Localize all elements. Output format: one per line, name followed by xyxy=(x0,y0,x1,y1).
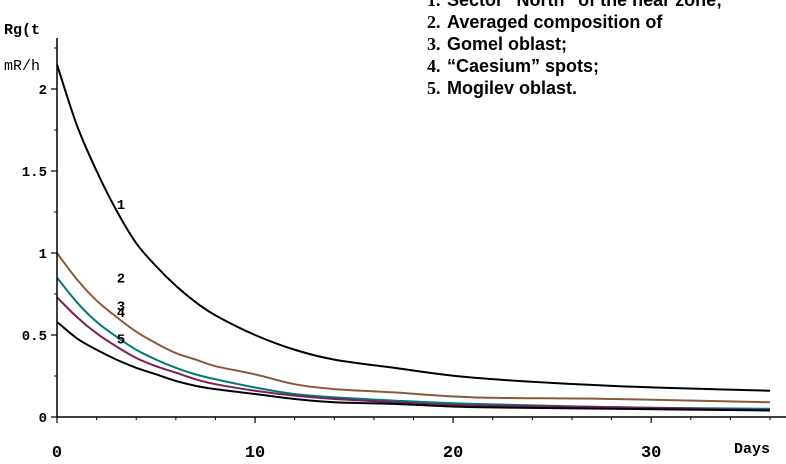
series-line-1 xyxy=(56,64,771,392)
plot-area: 1 2 34 5 xyxy=(56,64,771,412)
x-tick-label: 10 xyxy=(245,444,265,463)
series-line-2 xyxy=(56,252,771,404)
y-axis-title: Rg(t xyxy=(4,22,40,39)
legend-number: 1. xyxy=(427,0,441,10)
legend-entry: Gomel oblast; xyxy=(447,34,567,54)
legend-entry: Averaged composition of xyxy=(447,12,663,32)
x-tick-label: 30 xyxy=(641,444,661,463)
series-label-4: 4 xyxy=(117,306,125,322)
series-line-4 xyxy=(56,296,771,412)
series-label-5: 5 xyxy=(117,332,125,348)
y-axis-unit: mR/h xyxy=(4,58,40,75)
x-tick-label: 20 xyxy=(443,444,463,463)
legend-number: 3. xyxy=(427,34,441,54)
y-tick-label: 0.5 xyxy=(22,329,47,345)
x-tick-label: 0 xyxy=(52,444,62,463)
legend-number: 5. xyxy=(427,78,441,98)
series-label-1: 1 xyxy=(117,198,125,214)
legend-entry: Sector "North" of the near zone; xyxy=(447,0,722,10)
y-tick-label: 1 xyxy=(39,247,47,263)
legend: 1. Sector "North" of the near zone; 2. Aver… xyxy=(427,0,722,98)
x-axis-title: Days xyxy=(734,441,770,458)
legend-entry: Mogilev oblast. xyxy=(447,78,577,98)
series-label-3: 3 xyxy=(117,299,125,315)
series-label-2: 2 xyxy=(117,272,125,288)
legend-entry: “Caesium” spots; xyxy=(447,56,599,76)
y-tick-label: 2 xyxy=(39,83,47,99)
ticks: 0 10 20 30 0 0.5 1 1.5 2 xyxy=(22,47,771,463)
y-tick-label: 1.5 xyxy=(22,165,47,181)
series-line-5 xyxy=(56,321,771,412)
y-tick-label: 0 xyxy=(39,411,47,427)
legend-number: 2. xyxy=(427,12,441,32)
legend-number: 4. xyxy=(427,56,441,76)
axes xyxy=(56,38,786,418)
series-line-3 xyxy=(56,276,771,410)
